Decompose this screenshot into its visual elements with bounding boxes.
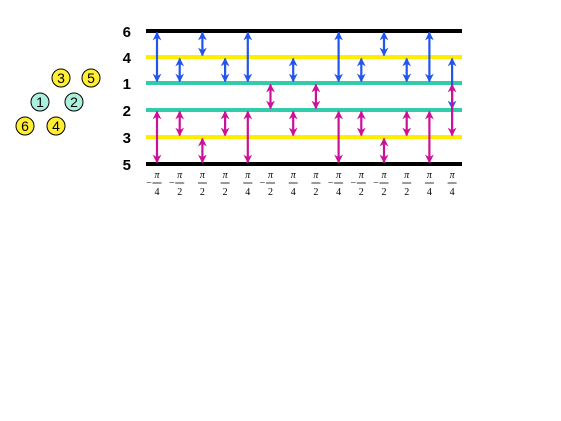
phase-denominator: 2	[382, 187, 387, 198]
phase-sign: −	[146, 178, 152, 189]
phase-numerator: π	[245, 170, 251, 181]
phase-denominator: 2	[223, 187, 228, 198]
node-circle	[81, 68, 101, 88]
phase-denominator: 4	[336, 187, 341, 198]
level-label-2: 2	[123, 103, 131, 120]
phase-numerator: π	[359, 170, 365, 181]
phase-sign: −	[328, 178, 334, 189]
phase-denominator: 4	[427, 187, 432, 198]
phase-label: −π 2	[350, 170, 366, 198]
phase-numerator: π	[200, 170, 206, 181]
phase-sign: −	[260, 178, 266, 189]
phase-label: π4	[243, 170, 253, 198]
node-2: 2	[64, 92, 84, 112]
phase-label: π2	[197, 170, 207, 198]
phase-denominator: 2	[359, 187, 364, 198]
phase-label: π4	[424, 170, 434, 198]
phase-label: π4	[288, 170, 298, 198]
phase-numerator: π	[268, 170, 274, 181]
node-circle	[51, 68, 71, 88]
node-label: 2	[70, 94, 78, 110]
phase-numerator: π	[404, 170, 410, 181]
phase-denominator: 4	[291, 187, 296, 198]
level-label-6: 6	[123, 24, 131, 41]
phase-sign: −	[373, 178, 379, 189]
node-label: 5	[87, 70, 95, 86]
level-label-3: 3	[123, 130, 131, 147]
phase-denominator: 4	[155, 187, 160, 198]
phase-numerator: π	[336, 170, 342, 181]
level-label-1: 1	[123, 76, 131, 93]
node-label: 3	[57, 70, 65, 86]
node-1: 1	[30, 92, 50, 112]
phase-label: π4	[447, 170, 457, 198]
phase-denominator: 4	[245, 187, 250, 198]
phase-sign: −	[169, 178, 175, 189]
node-label: 6	[21, 118, 29, 134]
phase-numerator: π	[154, 170, 160, 181]
phase-numerator: π	[291, 170, 297, 181]
phase-label: π2	[220, 170, 230, 198]
phase-label: −π 2	[260, 170, 275, 198]
node-label: 4	[52, 118, 60, 134]
phase-sign: −	[350, 178, 356, 189]
node-circle	[30, 92, 50, 112]
node-label: 1	[36, 94, 44, 110]
node-6: 6	[15, 116, 35, 136]
phase-numerator: π	[381, 170, 387, 181]
phase-numerator: π	[313, 170, 319, 181]
phase-label: π2	[311, 170, 321, 198]
node-circle	[15, 116, 35, 136]
phase-numerator: π	[223, 170, 229, 181]
phase-numerator: π	[450, 170, 456, 181]
phase-label: −π 2	[373, 170, 389, 198]
level-label-4: 4	[123, 50, 132, 67]
phase-numerator: π	[177, 170, 183, 181]
node-4: 4	[46, 116, 66, 136]
phase-denominator: 2	[200, 187, 205, 198]
phase-denominator: 2	[177, 187, 182, 198]
phase-denominator: 4	[450, 187, 455, 198]
phase-label: −π 2	[169, 170, 185, 198]
level-label-5: 5	[123, 157, 131, 174]
node-cluster: 3 5 1 2 6 4	[15, 68, 101, 136]
phase-label: −π 4	[328, 170, 344, 198]
energy-levels: 6 4 1 2 3 5	[123, 24, 462, 174]
node-5: 5	[81, 68, 101, 88]
phase-numerator: π	[427, 170, 433, 181]
transition-arrows	[152, 31, 457, 164]
phase-denominator: 2	[313, 187, 318, 198]
phase-denominator: 2	[268, 187, 273, 198]
node-circle	[64, 92, 84, 112]
node-3: 3	[51, 68, 71, 88]
phase-denominator: 2	[404, 187, 409, 198]
node-circle	[46, 116, 66, 136]
phase-label: π2	[402, 170, 412, 198]
phase-label: −π 4	[146, 170, 162, 198]
